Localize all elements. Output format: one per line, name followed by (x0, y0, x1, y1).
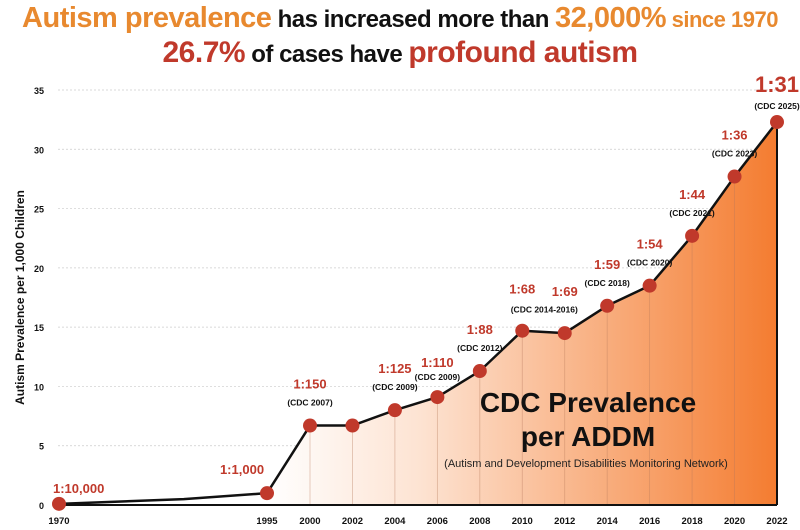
headline-highlight: Autism prevalence (22, 2, 272, 34)
x-tick-label: 2018 (682, 516, 703, 527)
prevalence-ratio-label: 1:125 (378, 361, 411, 376)
prevalence-ratio-label: 1:1,000 (220, 462, 264, 477)
x-tick-label: 2012 (554, 516, 575, 527)
prevalence-ratio-label: 1:59 (594, 257, 620, 272)
annotation-title-2: per ADDM (521, 421, 655, 452)
prevalence-ratio-label: 1:31 (755, 72, 799, 97)
headline-percent2: 26.7% (162, 36, 246, 69)
y-axis-label: Autism Prevalence per 1,000 Children (13, 190, 27, 405)
data-point (557, 326, 572, 341)
x-tick-label: 2010 (512, 516, 533, 527)
annotation-title: CDC Prevalence (480, 387, 696, 418)
area-fill (267, 122, 777, 505)
data-point (430, 390, 445, 405)
x-tick-label: 2000 (299, 516, 320, 527)
headline-line2: 26.7% of cases have profound autism (0, 36, 800, 70)
x-tick-label: 2008 (469, 516, 490, 527)
data-point (727, 169, 742, 184)
y-tick-label: 20 (34, 264, 44, 274)
y-tick-label: 30 (34, 145, 44, 155)
y-tick-label: 5 (39, 442, 44, 452)
y-tick-label: 15 (34, 323, 44, 333)
headline-since: since 1970 (666, 7, 779, 32)
source-label: (CDC 2009) (415, 372, 461, 382)
x-tick-label: 2020 (724, 516, 745, 527)
y-tick-label: 0 (39, 501, 44, 511)
data-point (260, 486, 274, 501)
data-point (600, 298, 615, 313)
headline-text2: of cases have (245, 41, 409, 68)
prevalence-ratio-label: 1:44 (679, 187, 706, 202)
source-label: (CDC 2025) (754, 101, 800, 111)
x-tick-label: 2016 (639, 516, 660, 527)
headline-highlight2: profound autism (408, 36, 638, 69)
source-label: (CDC 2021) (669, 208, 715, 218)
prevalence-ratio-label: 1:10,000 (53, 481, 104, 496)
annotation-subtitle: (Autism and Development Disabilities Mon… (444, 458, 728, 470)
data-point (472, 364, 487, 379)
data-point (515, 323, 530, 338)
prevalence-ratio-label: 1:68 (509, 282, 535, 297)
y-tick-label: 25 (34, 205, 44, 215)
source-label: (CDC 2020) (627, 258, 673, 268)
source-label: (CDC 2014-2016) (511, 305, 578, 315)
prevalence-ratio-label: 1:54 (637, 237, 664, 252)
data-point (345, 418, 360, 433)
prevalence-ratio-label: 1:150 (293, 377, 326, 392)
x-tick-label: 2006 (427, 516, 448, 527)
x-tick-label: 1995 (256, 516, 278, 527)
source-label: (CDC 2023) (712, 149, 758, 159)
data-point (642, 278, 657, 293)
prevalence-ratio-label: 1:88 (467, 322, 493, 337)
data-point (387, 403, 402, 418)
source-label: (CDC 2009) (372, 382, 418, 392)
headline-text: has increased more than (271, 6, 556, 33)
x-tick-label: 2004 (384, 516, 406, 527)
source-label: (CDC 2012) (457, 343, 503, 353)
x-tick-label: 1970 (48, 516, 69, 527)
y-tick-label: 10 (34, 382, 44, 392)
data-point (52, 496, 66, 511)
source-label: (CDC 2018) (585, 278, 631, 288)
y-tick-label: 35 (34, 86, 44, 96)
data-point (303, 418, 317, 433)
prevalence-ratio-label: 1:69 (552, 284, 578, 299)
x-tick-label: 2002 (342, 516, 363, 527)
headline-percent: 32,000% (555, 2, 667, 34)
headline-line1: Autism prevalence has increased more tha… (0, 2, 800, 35)
data-point (770, 115, 784, 130)
prevalence-ratio-label: 1:36 (722, 128, 748, 143)
x-tick-label: 2014 (597, 516, 619, 527)
prevalence-ratio-label: 1:110 (421, 355, 454, 370)
x-tick-label: 2022 (766, 516, 787, 527)
data-point (685, 228, 700, 243)
source-label: (CDC 2007) (287, 398, 333, 408)
